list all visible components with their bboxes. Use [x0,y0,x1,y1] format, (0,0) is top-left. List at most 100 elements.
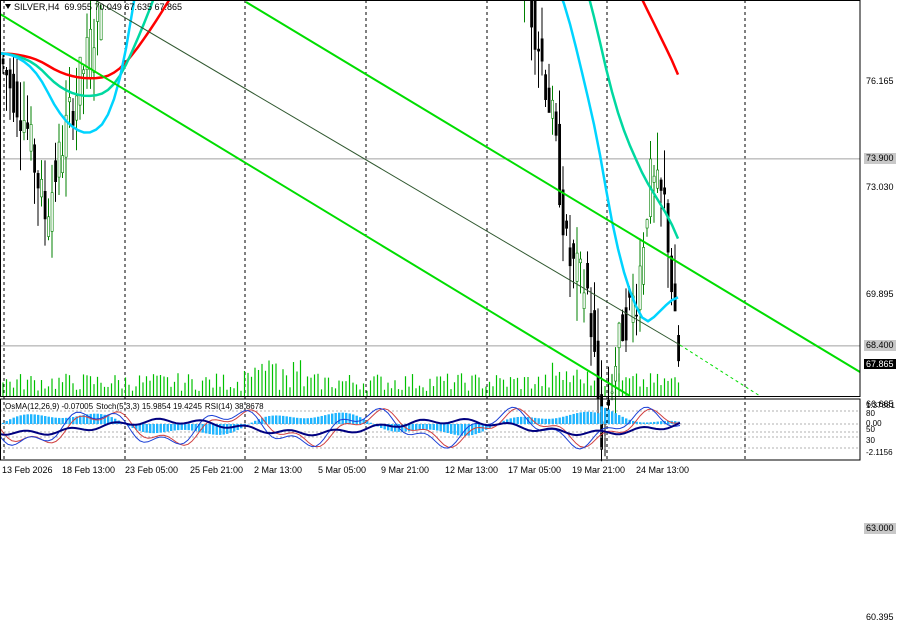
osma-bar [209,424,211,434]
candle-body [86,37,88,69]
osma-bar [436,424,438,431]
candle-body [590,313,592,336]
osma-bar [457,424,459,435]
osma-bar [184,424,186,430]
osma-bar [226,424,228,434]
osma-bar [149,424,151,433]
osma-bar [454,424,456,435]
current-price-label: 67.865 [864,359,896,369]
candle-body [44,191,46,219]
osma-bar [307,418,309,424]
osma-bar [447,424,449,433]
candle-body [72,111,74,125]
osma-bar [475,424,477,434]
candle-body [608,400,610,405]
candle-body [16,82,18,117]
candle-body [13,74,15,112]
osma-bar [611,411,613,424]
osma-bar [569,415,571,424]
time-tick-label: 9 Mar 21:00 [381,465,429,475]
osma-bar [394,424,396,432]
osma-bar [167,424,169,432]
candle-body [667,203,669,252]
osma-bar [601,406,603,424]
osma-bar [30,414,32,424]
ohlc-values: 69.955 70.049 67.635 67.865 [64,2,182,12]
osma-bar [650,422,652,424]
candle-body [534,1,536,50]
osma-bar [639,422,641,424]
osma-bar [657,422,659,424]
osma-bar [653,422,655,424]
osma-bar [422,424,424,430]
candle-body [93,48,95,73]
osma-bar [391,424,393,431]
osma-bar [27,414,29,424]
candle-body [55,161,57,182]
osma-bar [37,415,39,424]
osma-bar [2,423,4,424]
candle-body [100,8,102,39]
osma-bar [279,416,281,424]
symbol-label: SILVER,H4 [14,2,59,12]
osma-bar [538,418,540,424]
osma-bar [286,416,288,424]
candle-body [62,156,64,173]
time-tick-label: 5 Mar 05:00 [318,465,366,475]
candle-body [618,323,620,348]
osma-bar [352,414,354,424]
osma-bar [328,414,330,424]
time-tick-label: 23 Feb 05:00 [125,465,178,475]
osma-bar [205,424,207,433]
osma-bar [62,418,64,424]
osma-bar [212,424,214,435]
candle-body [660,180,662,191]
candle-body [79,57,81,105]
osma-bar [48,417,50,424]
candle-body [76,96,78,120]
osma-bar [55,418,57,424]
osma-bar [282,416,284,424]
candle-body [48,217,50,237]
candle-body [611,392,613,393]
candle-body [2,59,4,64]
channel-projection-line [680,345,760,396]
osma-bar [622,417,624,424]
osma-bar [541,419,543,424]
osma-bar [177,424,179,430]
candle-body [562,190,564,235]
candle-body [23,120,25,132]
osma-bar [153,424,155,433]
osma-bar [580,412,582,424]
candle-body [34,145,36,173]
candle-body [566,221,568,228]
osma-bar [58,418,60,424]
osma-bar [314,417,316,424]
osma-label: OsMA(12,26,9) -0.07005 [5,402,93,411]
osma-bar [156,424,158,433]
osma-bar [146,424,148,433]
candle-body [576,253,578,281]
osma-bar [289,417,291,424]
channel-upper-line [246,2,860,372]
osma-bar [163,424,165,432]
osma-bar [275,415,277,424]
candle-body [580,259,582,263]
time-tick-label: 12 Mar 13:00 [445,465,498,475]
osma-bar [643,422,645,424]
chart-header: SILVER,H4 69.955 70.049 67.635 67.865 [5,2,182,12]
osma-bar [660,421,662,424]
osma-bar [555,418,557,424]
candle-body [51,193,53,232]
dropdown-triangle-icon[interactable] [5,4,11,9]
osma-bar [415,424,417,430]
osma-bar [356,416,358,424]
osma-bar [559,418,561,424]
candle-body [657,170,659,188]
time-tick-label: 2 Mar 13:00 [254,465,302,475]
candle-body [643,247,645,284]
osma-bar [268,416,270,424]
osma-bar [590,412,592,424]
time-tick-label: 25 Feb 21:00 [190,465,243,475]
osma-bar [188,424,190,430]
